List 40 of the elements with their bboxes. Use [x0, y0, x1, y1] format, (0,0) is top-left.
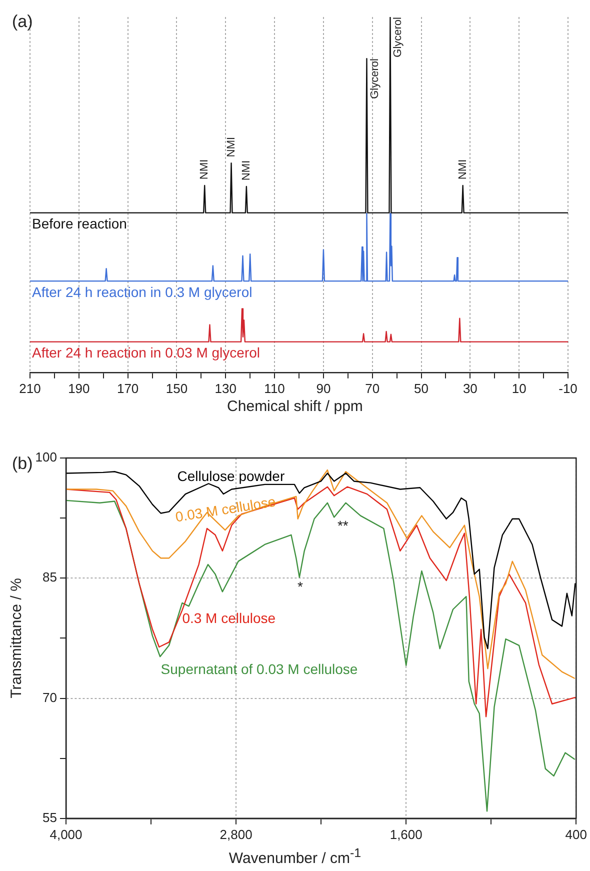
y-tick-label: 55 — [42, 810, 57, 825]
x-tick-label: 400 — [565, 826, 588, 842]
y-axis-title: Transmittance / % — [8, 578, 26, 698]
y-tick-label: 85 — [42, 570, 57, 585]
chart-title: (b) — [12, 454, 33, 474]
x-tick-label: -10 — [558, 380, 578, 396]
annotation: NMI — [198, 159, 211, 180]
text: 0.03 M cellulose — [174, 493, 277, 525]
series-label: 0.3 M cellulose — [182, 610, 276, 626]
x-tick-label: 2,800 — [220, 826, 252, 842]
chart-title: (a) — [12, 12, 33, 32]
annotation: NMI — [456, 159, 469, 180]
annotation: NMI — [225, 136, 238, 158]
x-tick-label: 110 — [264, 380, 285, 396]
series-label: Supernatant of 0.03 M cellulose — [160, 661, 358, 678]
y-tick-label: 70 — [42, 690, 57, 705]
annotation: * — [298, 578, 304, 595]
series-label: Cellulose powder — [177, 468, 285, 484]
x-tick-label: 50 — [414, 380, 429, 396]
x-tick-label: 150 — [166, 380, 188, 396]
x-tick-label: 10 — [512, 380, 526, 396]
y-tick-label: 100 — [35, 450, 57, 465]
x-tick-label: 170 — [116, 380, 139, 396]
series-label: After 24 h reaction in 0.03 M glycerol — [32, 344, 260, 361]
annotation: ** — [337, 518, 349, 534]
x-tick-label: 210 — [19, 380, 41, 396]
annotation: Glycerol — [392, 17, 404, 58]
x-axis-title: Chemical shift / ppm — [226, 398, 364, 415]
annotation: Glycerol — [368, 58, 381, 99]
x-axis-title: Wavenumber / cm$^{-1}$ — [228, 846, 362, 867]
annotation: NMI — [240, 160, 252, 181]
x-tick-label: 130 — [214, 380, 236, 396]
x-tick-label: 30 — [462, 380, 478, 396]
x-tick-label: 4,000 — [50, 826, 82, 842]
x-tick-label: 1,600 — [390, 826, 422, 842]
x-tick-label: 90 — [316, 380, 331, 396]
series-label: Before reaction — [32, 216, 127, 232]
x-tick-label: 190 — [68, 380, 90, 396]
x-tick-label: 70 — [365, 380, 380, 396]
series-label: After 24 h reaction in 0.3 M glycerol — [32, 284, 252, 300]
